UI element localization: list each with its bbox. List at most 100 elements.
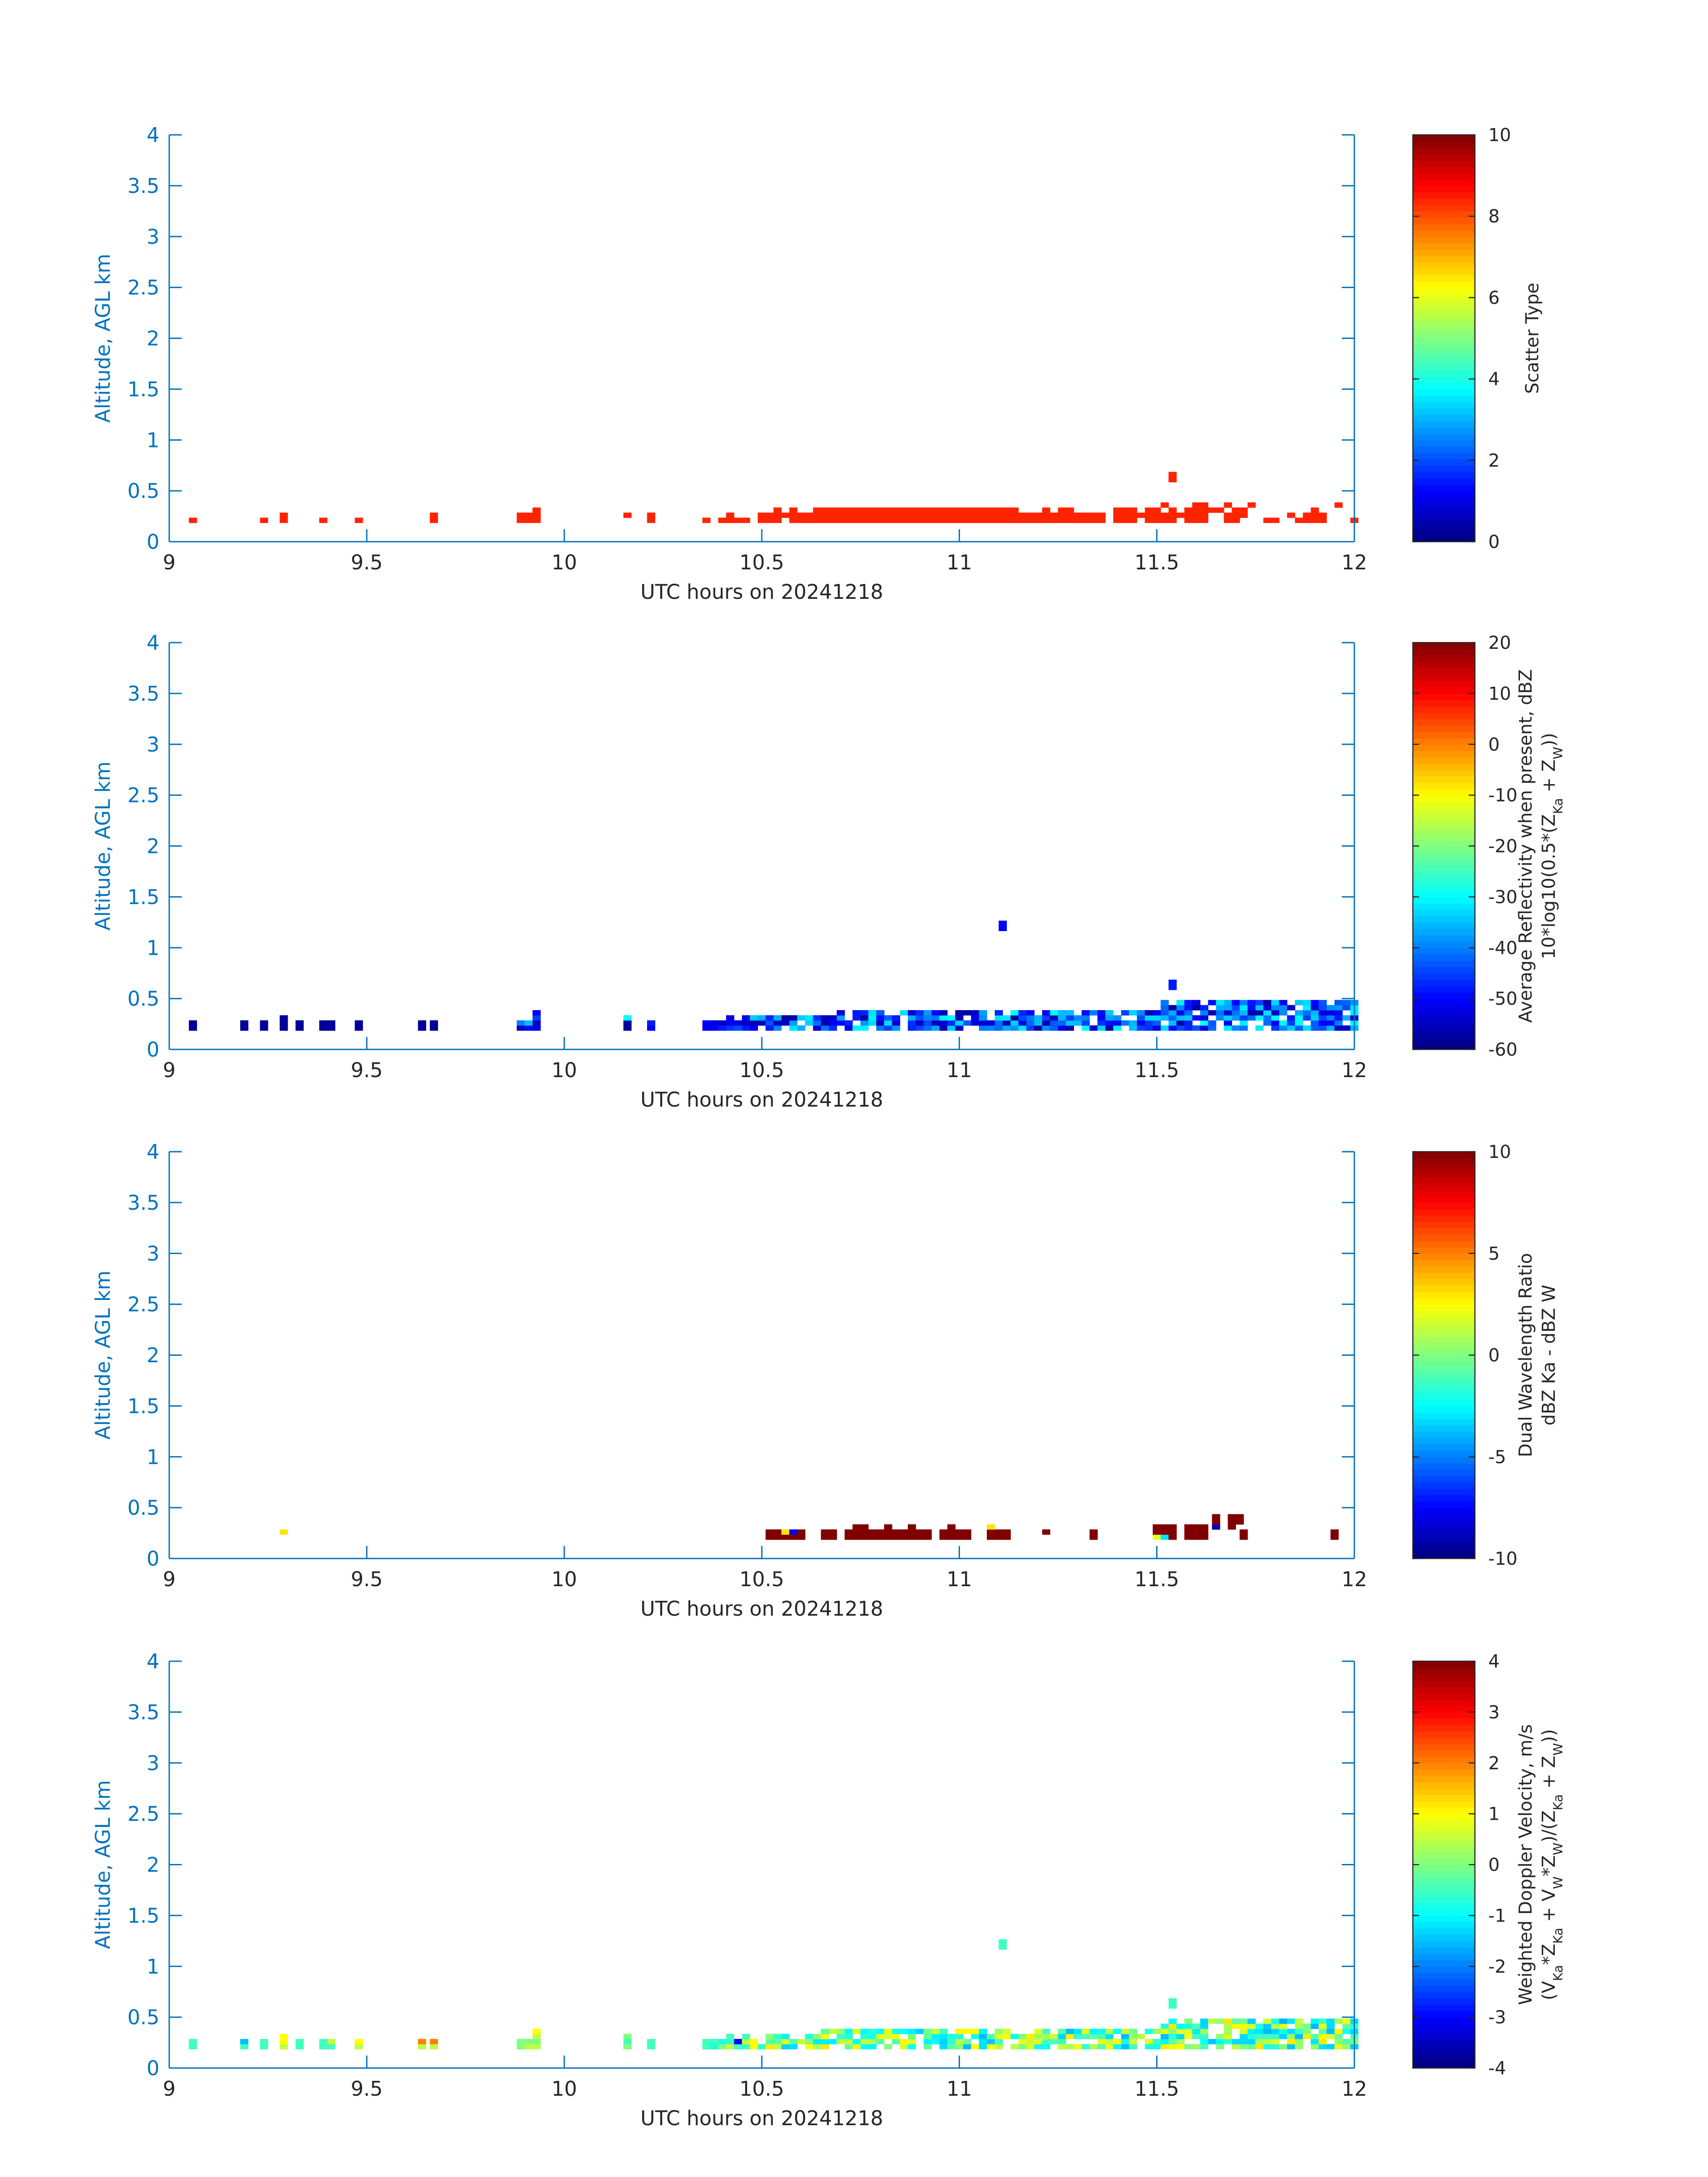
data-cell [1153,1025,1161,1031]
data-cell [726,1020,735,1026]
data-cell [765,512,774,518]
data-cell [765,1015,774,1021]
colorbar-step [1413,922,1475,929]
y-tick-label: 1.5 [127,1904,159,1927]
data-cell [1058,2034,1066,2039]
colorbar-tick-label: -1 [1488,1905,1506,1926]
data-cell [939,2039,948,2044]
data-cell [1168,2003,1177,2009]
data-cell [836,507,845,513]
x-tick-label: 9.5 [351,1567,383,1591]
data-cell [836,512,845,518]
data-cell [1287,2029,1295,2034]
data-cell [1232,518,1240,523]
data-cell [1097,518,1106,523]
data-cell [813,518,821,523]
colorbar-step [1413,1374,1475,1381]
colorbar-tick-label: 10 [1488,125,1511,146]
data-cell [1216,2044,1224,2050]
data-cell [805,2044,814,2050]
data-cell [1334,2039,1343,2044]
data-cell [931,507,940,513]
data-cell [1271,518,1280,523]
data-cell [1200,2029,1208,2034]
data-cell [773,1534,782,1540]
colorbar-step [1413,1457,1475,1464]
y-tick-label: 2.5 [127,1802,159,1826]
data-cell [868,1529,877,1535]
colorbar-step [1413,510,1475,517]
data-cell [1287,2034,1295,2039]
data-cell [327,2039,335,2044]
data-cell [1303,1015,1311,1021]
colorbar-step [1413,465,1475,472]
colorbar-step [1413,522,1475,530]
data-cell [876,1534,885,1540]
data-cell [1168,979,1177,985]
data-cell [280,1015,288,1021]
colorbar-step [1413,1253,1475,1260]
data-cell [939,512,948,518]
y-tick-label: 3 [146,733,159,756]
data-cell [1176,1025,1185,1031]
data-cell [915,2029,924,2034]
data-cell [860,1015,869,1021]
data-cell [939,1020,948,1026]
data-cell [1334,1015,1343,1021]
colorbar-step [1413,1329,1475,1337]
colorbar-step [1413,459,1475,466]
colorbar-step [1413,198,1475,205]
colorbar-step [1413,2030,1475,2037]
colorbar-tick-label: -10 [1488,786,1517,806]
data-cell [532,1015,541,1021]
data-cell [1176,1020,1185,1026]
colorbar-step [1413,135,1475,142]
colorbar-step [1413,167,1475,174]
data-cell [813,1025,821,1031]
data-cell [1192,512,1201,518]
data-cell [1200,507,1208,513]
data-cell [1247,2034,1256,2039]
data-cell [1082,518,1090,523]
data-cell [773,1025,782,1031]
colorbar-step [1413,1475,1475,1483]
colorbar-label: 10*log10(0.5*(ZKa + ZW)) [1539,733,1566,959]
colorbar-tick-label: 4 [1488,369,1499,390]
data-cell [1144,2044,1153,2050]
colorbar-tick-label: -3 [1488,2007,1506,2028]
data-cell [710,2039,718,2044]
colorbar-step [1413,1763,1475,1770]
data-cell [947,512,956,518]
data-cell [813,507,821,513]
colorbar-step [1413,344,1475,351]
data-cell [1212,1524,1220,1530]
y-tick-label: 0 [146,1038,159,1061]
data-cell [1184,1025,1193,1031]
data-cell [765,1529,774,1535]
x-axis-label: UTC hours on 20241218 [640,1088,883,1111]
colorbar-step [1413,725,1475,732]
data-cell [430,1020,438,1026]
data-cell [876,518,885,523]
data-cell [1247,1015,1256,1021]
colorbar-step [1413,1495,1475,1502]
data-cell [868,2034,877,2039]
data-cell [876,1529,885,1535]
colorbar-step [1413,1731,1475,1738]
colorbar-step [1413,1877,1475,1884]
data-cell [1137,512,1145,518]
data-cell [923,1020,932,1026]
data-cell [430,2039,438,2044]
data-cell [939,518,948,523]
colorbar-step [1413,731,1475,739]
colorbar-step [1413,1291,1475,1299]
colorbar-step [1413,230,1475,237]
data-cell [647,1020,656,1026]
data-cell [915,1534,924,1540]
data-cell [1161,2029,1169,2034]
data-cell [1073,1015,1082,1021]
colorbar-step [1413,1355,1475,1362]
data-cell [947,1529,956,1535]
data-cell [280,518,288,523]
data-cell [1161,1010,1169,1015]
